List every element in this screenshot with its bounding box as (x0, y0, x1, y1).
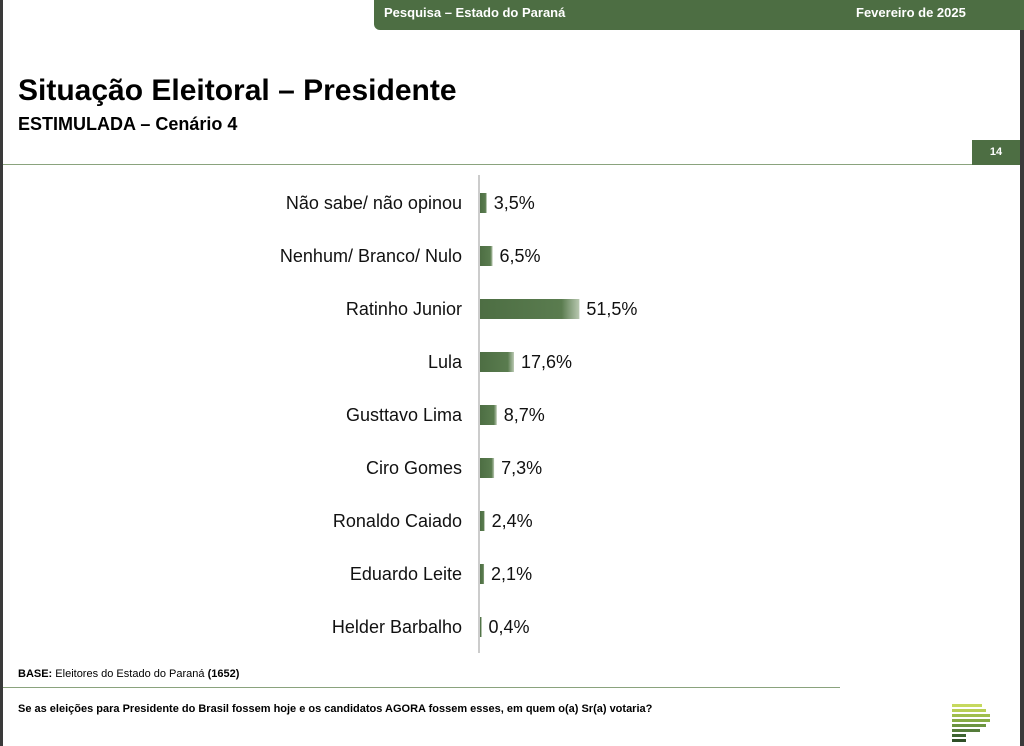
bar (480, 617, 482, 637)
left-border (0, 0, 3, 746)
category-label: Nenhum/ Branco/ Nulo (280, 246, 462, 266)
base-label: BASE: (18, 668, 53, 680)
bar (480, 246, 493, 266)
value-label: 3,5% (494, 193, 535, 213)
category-label: Eduardo Leite (350, 564, 462, 584)
category-label: Ratinho Junior (346, 299, 462, 319)
value-label: 17,6% (521, 352, 572, 372)
category-label: Lula (428, 352, 463, 372)
value-label: 0,4% (489, 617, 530, 637)
footer-divider (3, 687, 840, 688)
bar-chart: Não sabe/ não opinou 3,5% Nenhum/ Branco/ … (280, 175, 637, 653)
brand-logo (952, 704, 990, 742)
page-title: Situação Eleitoral – Presidente (18, 74, 457, 107)
value-label: 8,7% (504, 405, 545, 425)
value-label: 51,5% (586, 299, 637, 319)
bar (480, 352, 514, 372)
base-count: (1652) (207, 668, 240, 680)
category-label: Gusttavo Lima (346, 405, 463, 425)
value-label: 2,1% (491, 564, 532, 584)
category-label: Ronaldo Caiado (333, 511, 462, 531)
base-note: BASE: Eleitores do Estado do Paraná (165… (18, 668, 239, 680)
value-label: 6,5% (500, 246, 541, 266)
bar (480, 458, 495, 478)
category-label: Helder Barbalho (332, 617, 462, 637)
header-bar (374, 0, 1024, 30)
page-number-badge: 14 (972, 140, 1020, 165)
value-label: 7,3% (501, 458, 542, 478)
value-label: 2,4% (492, 511, 533, 531)
survey-name: Pesquisa – Estado do Paraná (384, 5, 566, 20)
page-subtitle: ESTIMULADA – Cenário 4 (18, 114, 238, 134)
bar (480, 564, 485, 584)
bar (480, 193, 487, 213)
bar (480, 511, 485, 531)
header-divider (3, 164, 1020, 165)
survey-date: Fevereiro de 2025 (856, 5, 966, 20)
base-text: Eleitores do Estado do Paraná (52, 668, 208, 680)
category-label: Ciro Gomes (366, 458, 462, 478)
survey-question: Se as eleições para Presidente do Brasil… (18, 703, 653, 715)
bar (480, 405, 497, 425)
category-label: Não sabe/ não opinou (286, 193, 462, 213)
bar (480, 299, 580, 319)
right-border (1020, 0, 1024, 746)
